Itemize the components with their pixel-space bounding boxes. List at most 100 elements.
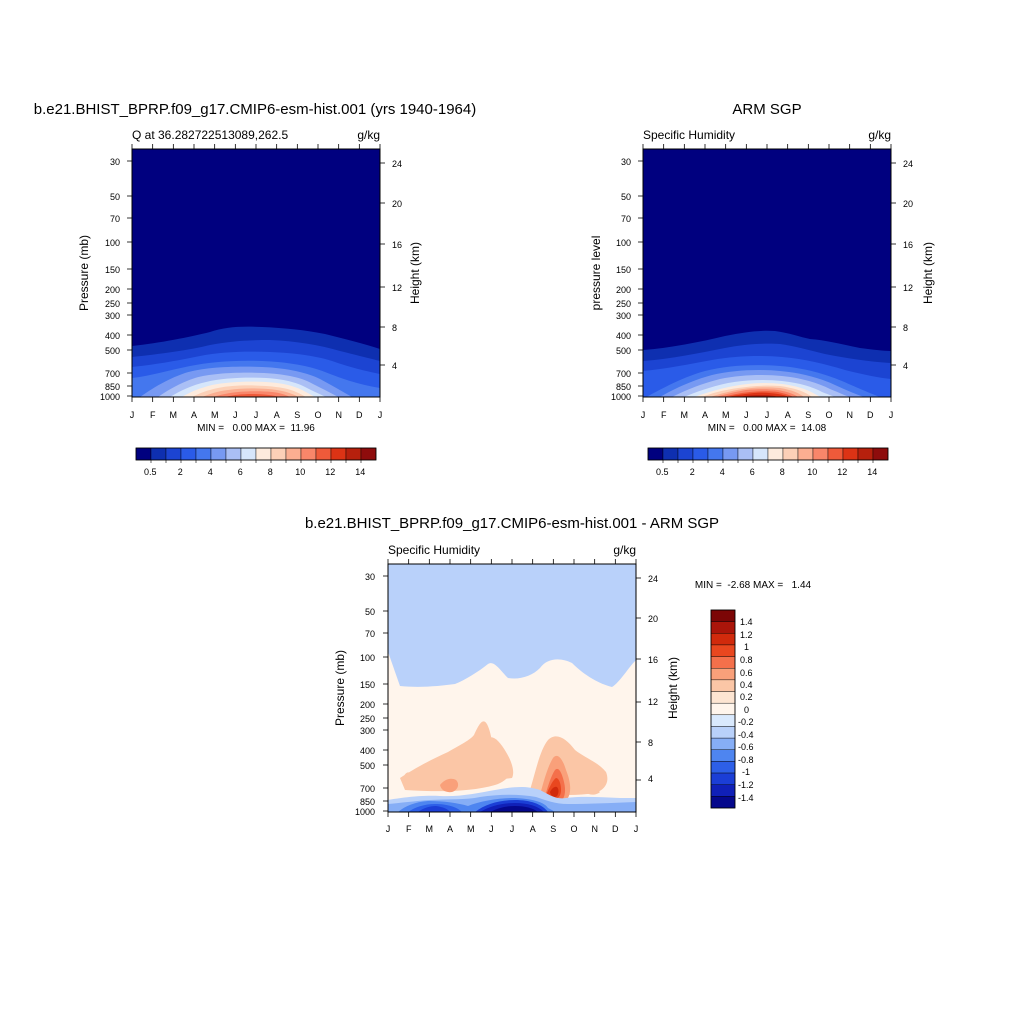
month-tick-label-11: N xyxy=(846,410,853,420)
pressure-tick-label-700: 700 xyxy=(360,784,375,794)
height-tick-label-4: 4 xyxy=(903,361,908,371)
month-tick-label-1: J xyxy=(386,824,391,834)
colorbar-swatch xyxy=(240,447,257,461)
pressure-tick-label-500: 500 xyxy=(360,761,375,771)
colorbar-swatch xyxy=(797,447,814,461)
panel-model-colorbar-label-8: 8 xyxy=(268,467,273,477)
panel-model-contours xyxy=(132,149,380,397)
pressure-tick-label-70: 70 xyxy=(365,629,375,639)
colorbar-swatch xyxy=(710,679,736,692)
panel-diff-colorbar-frame xyxy=(710,609,736,809)
panel-obs-height-ticks: 4 8 12 16 20 24 xyxy=(903,159,913,371)
panel-diff-pressure-ticks: 30 50 70 100 150 200 250 300 400 500 700… xyxy=(355,572,375,817)
panel-diff-contour-surface-negative-9 xyxy=(590,804,636,812)
pressure-tick-label-250: 250 xyxy=(360,714,375,724)
panel-diff-contours xyxy=(388,564,636,812)
panel-obs-colorbar-label-6: 6 xyxy=(750,467,755,477)
height-tick-label-12: 12 xyxy=(648,697,658,707)
panel-obs-pressure-ticks: 30 50 70 100 150 200 250 300 400 500 700… xyxy=(611,157,631,402)
panel-diff-colorbar-label-minus-0.2: -0.2 xyxy=(738,717,754,727)
month-tick-label-2: F xyxy=(406,824,412,834)
colorbar-swatch xyxy=(752,447,769,461)
panel-diff-colorbar-label-0.6: 0.6 xyxy=(740,668,753,678)
panel-obs-contours xyxy=(643,149,891,397)
month-tick-label-2: F xyxy=(661,410,667,420)
pressure-tick-label-150: 150 xyxy=(360,680,375,690)
panel-obs-title: ARM SGP xyxy=(732,101,801,118)
pressure-tick-label-300: 300 xyxy=(616,311,631,321)
month-tick-label-11: N xyxy=(591,824,598,834)
panel-diff-contour-surface-negative-8 xyxy=(490,806,538,812)
month-tick-label-13: J xyxy=(634,824,639,834)
height-tick-label-20: 20 xyxy=(648,614,658,624)
panel-diff: b.e21.BHIST_BPRP.f09_g17.CMIP6-esm-hist.… xyxy=(305,515,812,834)
pressure-tick-label-1000: 1000 xyxy=(611,392,631,402)
month-tick-label-3: M xyxy=(681,410,689,420)
panel-diff-contour-summer-positive xyxy=(470,737,514,779)
colorbar-swatch xyxy=(285,447,302,461)
month-tick-label-12: D xyxy=(867,410,874,420)
panel-obs-right-label: g/kg xyxy=(868,128,891,142)
month-tick-label-11: N xyxy=(335,410,342,420)
pressure-tick-label-50: 50 xyxy=(365,607,375,617)
colorbar-swatch xyxy=(150,447,167,461)
pressure-tick-label-300: 300 xyxy=(360,726,375,736)
height-tick-label-4: 4 xyxy=(392,361,397,371)
generated-marks xyxy=(127,144,896,817)
pressure-tick-label-400: 400 xyxy=(105,331,120,341)
pressure-tick-label-50: 50 xyxy=(621,192,631,202)
pressure-tick-label-850: 850 xyxy=(616,382,631,392)
colorbar-swatch xyxy=(710,644,736,657)
panel-model-contour-level-12 xyxy=(225,394,280,397)
colorbar-swatch xyxy=(345,447,362,461)
colorbar-swatch xyxy=(315,447,332,461)
colorbar-swatch xyxy=(710,633,736,646)
panel-obs-colorbar-label-14: 14 xyxy=(867,467,877,477)
panel-model-stats: MIN = 0.00 MAX = 11.96 xyxy=(197,423,315,434)
panel-model-colorbar-label-6: 6 xyxy=(238,467,243,477)
panel-obs-ylabel: pressure level xyxy=(589,236,603,311)
colorbar-swatch xyxy=(710,796,736,809)
panel-model-left-label: Q at 36.282722513089,262.5 xyxy=(132,128,288,142)
panel-obs-colorbar-label-8: 8 xyxy=(780,467,785,477)
height-tick-label-12: 12 xyxy=(392,283,402,293)
colorbar-swatch xyxy=(677,447,694,461)
colorbar-swatch xyxy=(710,621,736,634)
month-tick-label-5: M xyxy=(722,410,730,420)
panel-diff-contour-surface-negative-5 xyxy=(418,806,450,812)
colorbar-swatch xyxy=(135,447,152,461)
colorbar-swatch xyxy=(737,447,754,461)
panel-diff-colorbar-label-1: 1 xyxy=(744,642,749,652)
month-tick-label-8: A xyxy=(785,410,791,420)
colorbar-swatch xyxy=(210,447,227,461)
colorbar-swatch xyxy=(300,447,317,461)
panel-obs-colorbar-frame xyxy=(647,447,889,461)
month-tick-label-9: S xyxy=(294,410,300,420)
pressure-tick-label-500: 500 xyxy=(105,346,120,356)
height-tick-label-16: 16 xyxy=(392,240,402,250)
pressure-tick-label-250: 250 xyxy=(105,299,120,309)
panel-diff-contour-spring-positive-peak xyxy=(440,778,459,793)
panel-diff-height-ticks: 4 8 12 16 20 24 xyxy=(648,574,658,784)
colorbar-swatch xyxy=(165,447,182,461)
month-tick-label-13: J xyxy=(889,410,894,420)
month-tick-label-7: J xyxy=(765,410,770,420)
pressure-tick-label-250: 250 xyxy=(616,299,631,309)
colorbar-swatch xyxy=(710,668,736,681)
month-tick-label-12: D xyxy=(612,824,619,834)
panel-diff-contour-oct-positive xyxy=(585,789,600,795)
month-tick-label-10: O xyxy=(570,824,577,834)
height-tick-label-20: 20 xyxy=(903,199,913,209)
month-tick-label-6: J xyxy=(489,824,494,834)
panel-diff-stats: MIN = -2.68 MAX = 1.44 xyxy=(695,580,812,591)
height-tick-label-16: 16 xyxy=(648,655,658,665)
colorbar-swatch xyxy=(255,447,272,461)
pressure-tick-label-400: 400 xyxy=(360,746,375,756)
pressure-tick-label-1000: 1000 xyxy=(100,392,120,402)
panel-model-pressure-ticks: 30 50 70 100 150 200 250 300 400 500 700… xyxy=(100,157,120,402)
month-tick-label-7: J xyxy=(510,824,515,834)
height-tick-label-24: 24 xyxy=(903,159,913,169)
pressure-tick-label-30: 30 xyxy=(365,572,375,582)
colorbar-swatch xyxy=(647,447,664,461)
